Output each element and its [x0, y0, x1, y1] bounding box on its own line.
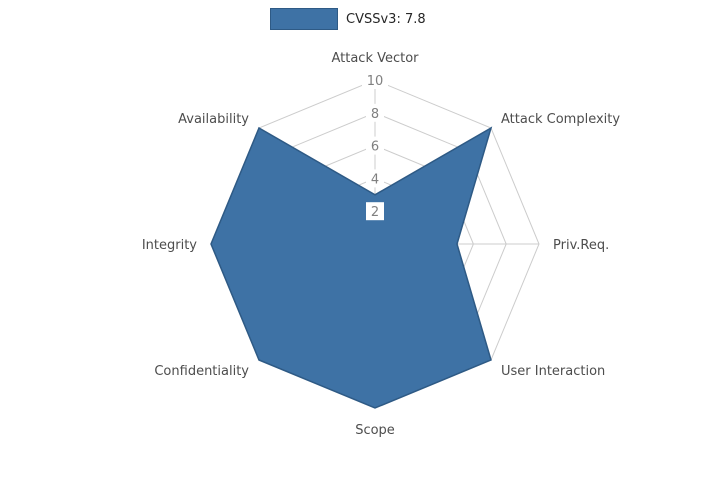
tick-label: 10 [367, 74, 384, 89]
axis-label: Availability [178, 112, 249, 127]
radar-tick-labels: 2 4 6 8 10 [362, 71, 388, 221]
axis-label: Scope [355, 423, 395, 438]
legend: CVSSv3: 7.8 [270, 8, 426, 30]
tick-label: 8 [371, 107, 379, 122]
tick-label: 2 [371, 205, 379, 220]
radar-series [210, 126, 493, 409]
tick-label: 4 [371, 172, 379, 187]
tick-label-box [366, 169, 384, 188]
axis-label: User Interaction [501, 364, 605, 379]
tick-label-box [366, 103, 384, 122]
axis-label: Attack Complexity [501, 112, 620, 127]
tick-label-box [362, 71, 388, 89]
axis-label: Priv.Req. [553, 238, 609, 253]
tick-label-box [366, 136, 384, 155]
legend-swatch [270, 8, 338, 30]
radar-axis-labels: Attack Vector Attack Complexity Priv.Req. U… [142, 51, 621, 438]
axis-label: Integrity [142, 238, 197, 253]
axis-label: Attack Vector [331, 51, 419, 66]
tick-label-box [366, 202, 384, 221]
series-polygon [210, 126, 493, 409]
tick-label: 6 [371, 140, 379, 155]
axis-label: Confidentiality [154, 364, 249, 379]
legend-label: CVSSv3: 7.8 [346, 11, 426, 27]
